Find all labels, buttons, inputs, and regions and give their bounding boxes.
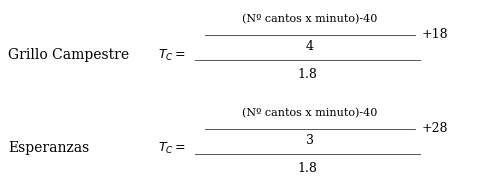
Text: $T_C =$: $T_C =$ — [158, 47, 186, 63]
Text: 1.8: 1.8 — [298, 162, 318, 175]
Text: Esperanzas: Esperanzas — [8, 141, 89, 155]
Text: +28: +28 — [422, 122, 448, 136]
Text: (Nº cantos x minuto)-40: (Nº cantos x minuto)-40 — [242, 108, 378, 118]
Text: 1.8: 1.8 — [298, 69, 318, 81]
Text: (Nº cantos x minuto)-40: (Nº cantos x minuto)-40 — [242, 14, 378, 24]
Text: +18: +18 — [422, 28, 448, 41]
Text: 3: 3 — [306, 135, 314, 147]
Text: Grillo Campestre: Grillo Campestre — [8, 48, 129, 62]
Text: $T_C =$: $T_C =$ — [158, 141, 186, 156]
Text: 4: 4 — [306, 41, 314, 54]
